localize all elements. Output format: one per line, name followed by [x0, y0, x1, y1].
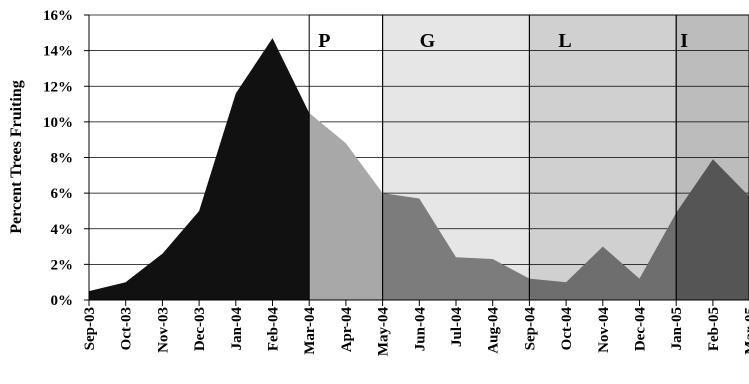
area-phase-L: [529, 212, 677, 300]
y-axis-title: Percent Trees Fruiting: [8, 80, 25, 233]
x-tick-label: Sep-03: [82, 307, 98, 350]
x-tick-label: Mar-04: [302, 307, 318, 355]
phase-label-P: P: [318, 30, 330, 52]
x-tick-label: Feb-05: [706, 307, 722, 351]
y-tick-label: 0%: [51, 293, 74, 309]
phase-label-G: G: [420, 30, 436, 52]
x-tick-label: Nov-03: [155, 307, 171, 353]
x-tick-label: Oct-04: [559, 307, 575, 351]
x-tick-label: Nov-04: [596, 307, 612, 353]
y-tick-label: 4%: [51, 222, 74, 238]
y-tick-label: 12%: [43, 79, 73, 95]
phase-label-I: I: [680, 30, 688, 52]
x-tick-label: Sep-04: [522, 307, 538, 351]
y-tick-label: 2%: [51, 257, 74, 273]
y-tick-labels: 0% 2% 4% 6% 8% 10% 12% 14% 16%: [43, 8, 73, 309]
area-phase-I: [676, 159, 749, 300]
x-tick-label: Jul-04: [449, 307, 465, 348]
axes: [84, 14, 749, 306]
area-phase-G: [382, 193, 530, 300]
y-tick-label: 6%: [51, 186, 74, 202]
y-tick-label: 14%: [43, 44, 73, 60]
x-tick-label: Dec-04: [633, 307, 649, 352]
x-tick-label: Jan-05: [669, 307, 685, 350]
x-tick-labels: Sep-03 Oct-03 Nov-03 Dec-03 Jan-04 Feb-04 Mar-…: [82, 307, 749, 357]
y-tick-label: 8%: [51, 151, 74, 167]
x-tick-label: Apr-04: [339, 307, 355, 353]
y-tick-label: 10%: [43, 115, 73, 131]
area-phase-P: [309, 112, 383, 300]
x-tick-label: Dec-03: [192, 307, 208, 351]
data-areas: [89, 38, 749, 300]
x-tick-label: May-04: [376, 307, 392, 357]
x-tick-label: Mar-05: [743, 307, 749, 355]
x-tick-label: Oct-03: [119, 307, 135, 350]
x-tick-label: Aug-04: [486, 307, 502, 354]
x-tick-label: Feb-04: [266, 307, 282, 352]
x-tick-label: Jan-04: [229, 307, 245, 351]
phase-label-L: L: [558, 30, 571, 52]
y-tick-label: 16%: [43, 8, 73, 24]
x-tick-label: Jun-04: [412, 307, 428, 352]
area-pre-phase: [89, 38, 310, 300]
